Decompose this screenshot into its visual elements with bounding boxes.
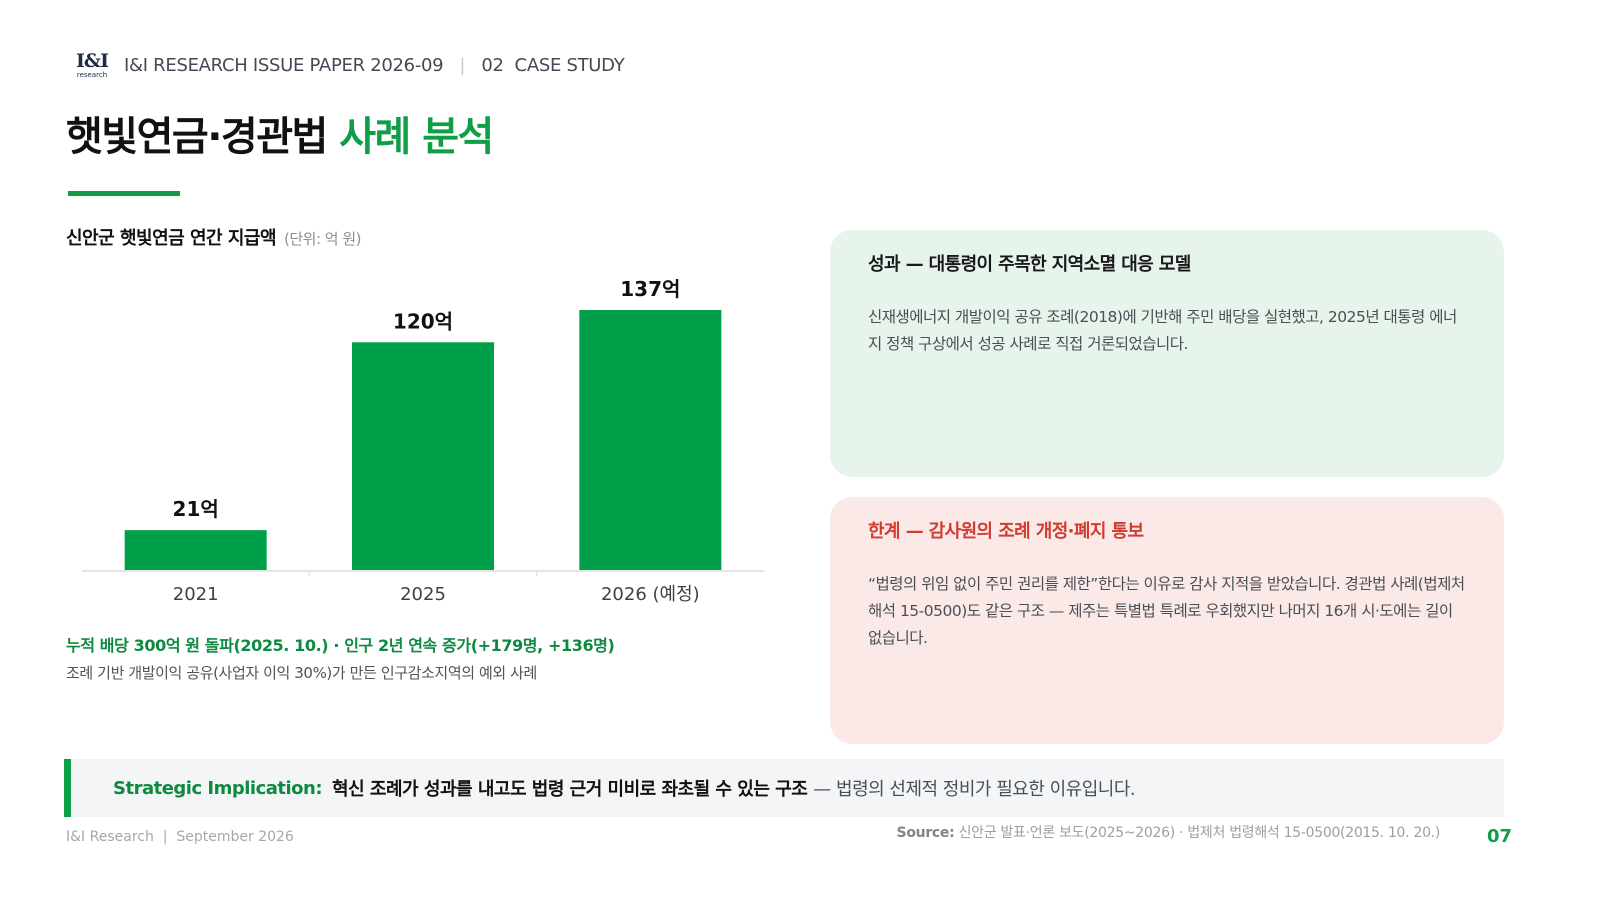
page-title: 햇빛연금·경관법 사례 분석 [66, 104, 494, 162]
stat-highlight: 누적 배당 300억 원 돌파(2025. 10.) · 인구 2년 연속 증가… [66, 636, 615, 655]
success-card-body: 신재생에너지 개발이익 공유 조례(2018)에 기반해 주민 배당을 실현했고… [868, 308, 1457, 353]
stat-note: 조례 기반 개발이익 공유(사업자 이익 30%)가 만든 인구감소지역의 예외… [66, 664, 537, 682]
paper-id: I&I RESEARCH ISSUE PAPER 2026-09 [124, 55, 444, 76]
chart-unit: (단위: 억 원) [284, 230, 362, 248]
bar-chart: 21억 2021 120억 2025 137억 2026 (예정) [82, 277, 764, 605]
chart-title: 신안군 햇빛연금 연간 지급액 (단위: 억 원) [66, 224, 362, 250]
limit-card-body: “법령의 위임 없이 주민 권리를 제한”한다는 이유로 감사 지적을 받았습니… [868, 575, 1465, 647]
implication-strong: 혁신 조례가 성과를 내고도 법령 근거 미비로 좌초될 수 있는 구조 [332, 779, 808, 800]
logo-mark: I&I [76, 50, 109, 72]
x-tick-label-0: 2021 [173, 584, 219, 605]
header: I&I research I&I RESEARCH ISSUE PAPER 20… [72, 52, 625, 79]
limit-card: 한계 — 감사원의 조례 개정·폐지 통보 “법령의 위임 없이 주민 권리를 … [830, 497, 1504, 744]
section-label: 02 CASE STUDY [481, 55, 625, 76]
logo: I&I research [72, 52, 112, 79]
page-number: 07 [1486, 826, 1512, 847]
limit-card-title: 한계 — 감사원의 조례 개정·폐지 통보 [868, 521, 1144, 542]
x-tick-label-1: 2025 [400, 584, 446, 605]
title-accent: 사례 분석 [339, 114, 494, 160]
source-text: 신안군 발표·언론 보도(2025~2026) · 법제처 법령해석 15-05… [954, 825, 1441, 841]
bar-0 [124, 530, 267, 570]
footer-brand: I&I Research | September 2026 [66, 829, 294, 845]
bar-2 [579, 310, 722, 570]
title-underline [68, 191, 180, 196]
bar-data-label-1: 120억 [393, 309, 453, 333]
source-label: Source: [896, 825, 955, 841]
success-card-title: 성과 — 대통령이 주목한 지역소멸 대응 모델 [868, 254, 1191, 275]
title-main: 햇빛연금·경관법 [66, 114, 340, 160]
bar-data-label-2: 137억 [620, 277, 680, 301]
bar-1 [352, 342, 494, 570]
logo-sub: research [76, 71, 108, 79]
implication-rest: — 법령의 선제적 정비가 필요한 이유입니다. [813, 779, 1136, 800]
strategic-implication: Strategic Implication: 혁신 조례가 성과를 내고도 법령… [64, 759, 1504, 817]
bar-data-label-0: 21억 [173, 497, 219, 521]
success-card: 성과 — 대통령이 주목한 지역소멸 대응 모델 신재생에너지 개발이익 공유 … [830, 230, 1504, 477]
implication-label: Strategic Implication: [113, 777, 323, 799]
header-separator: | [459, 55, 466, 76]
footer-source: Source: 신안군 발표·언론 보도(2025~2026) · 법제처 법령… [896, 822, 1441, 842]
x-tick-label-2: 2026 (예정) [601, 584, 700, 605]
chart-title-text: 신안군 햇빛연금 연간 지급액 [66, 228, 277, 249]
